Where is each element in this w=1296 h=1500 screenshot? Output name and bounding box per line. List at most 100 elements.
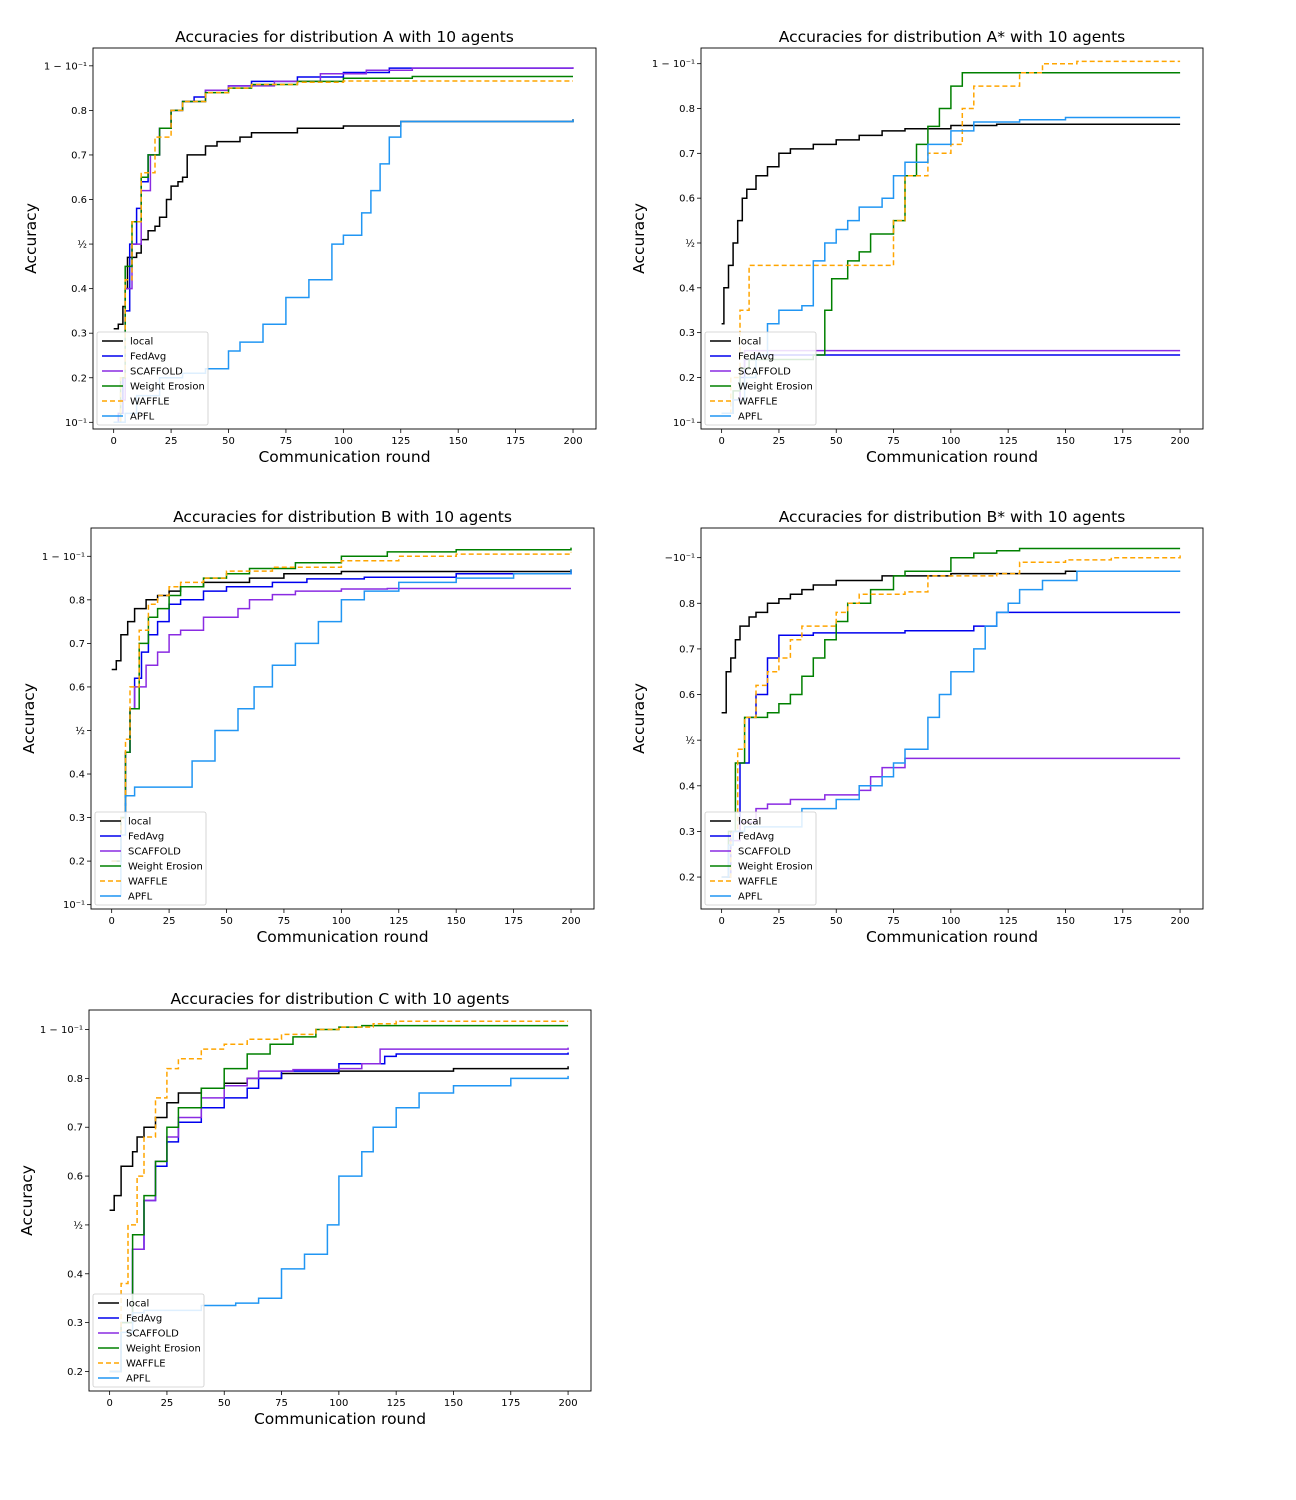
- x-tick-label: 200: [561, 916, 580, 927]
- legend-box: [704, 331, 817, 426]
- x-tick-label: 175: [1113, 916, 1132, 927]
- legend-label-local: local: [738, 337, 761, 348]
- x-tick-label: 25: [163, 916, 176, 927]
- y-tick-label: 1 − 10⁻¹: [42, 552, 85, 563]
- legend-label-weight-erosion: Weight Erosion: [738, 862, 813, 873]
- legend: local FedAvg SCAFFOLD Weight Erosion WAFFLE A…: [704, 811, 817, 906]
- chart-title: Accuracies for distribution B with 10 ag…: [173, 508, 512, 526]
- x-tick-label: 25: [773, 916, 786, 927]
- x-tick-label: 175: [506, 436, 525, 447]
- chart-title: Accuracies for distribution B* with 10 a…: [779, 508, 1126, 526]
- y-tick-label: ½: [77, 239, 87, 251]
- x-axis-label: Communication round: [258, 448, 430, 466]
- y-tick-label: 0.3: [69, 813, 85, 824]
- x-axis-label: Communication round: [256, 928, 428, 946]
- x-tick-label: 25: [165, 436, 178, 447]
- y-tick-label: ½: [685, 237, 695, 249]
- y-tick-label: 0.8: [679, 599, 695, 610]
- y-tick-label: 10⁻¹: [673, 418, 695, 429]
- y-tick-label: 0.4: [71, 284, 87, 295]
- series-line-weight-erosion: [113, 75, 573, 424]
- y-tick-label: −10⁻¹: [665, 553, 695, 564]
- y-tick-label: 0.2: [67, 1367, 83, 1378]
- y-tick-label: 0.4: [67, 1269, 83, 1280]
- x-tick-label: 0: [110, 436, 116, 447]
- x-tick-label: 200: [559, 1398, 578, 1409]
- y-tick-label: 0.7: [679, 149, 695, 160]
- legend-box: [92, 1293, 205, 1388]
- legend: local FedAvg SCAFFOLD Weight Erosion WAFFLE A…: [96, 331, 209, 426]
- x-tick-label: 0: [718, 436, 724, 447]
- y-tick-label: 0.8: [71, 106, 87, 117]
- legend: local FedAvg SCAFFOLD Weight Erosion WAFFLE A…: [94, 811, 207, 906]
- series-line-waffle: [109, 1020, 569, 1373]
- x-tick-label: 25: [773, 436, 786, 447]
- y-tick-label: 0.3: [71, 329, 87, 340]
- x-tick-label: 150: [1056, 916, 1075, 927]
- x-tick-label: 150: [449, 436, 468, 447]
- legend-label-waffle: WAFFLE: [738, 877, 778, 888]
- x-tick-label: 0: [718, 916, 724, 927]
- chart-distribution-b: Accuracies for distribution B with 10 ag…: [20, 508, 595, 946]
- x-tick-label: 75: [887, 436, 900, 447]
- x-axis-label: Communication round: [866, 928, 1038, 946]
- legend-label-fedavg: FedAvg: [738, 832, 774, 843]
- x-tick-label: 75: [278, 916, 291, 927]
- legend: local FedAvg SCAFFOLD Weight Erosion WAFFLE A…: [92, 1293, 205, 1388]
- y-tick-label: 0.7: [679, 644, 695, 655]
- legend-label-apfl: APFL: [738, 892, 763, 903]
- x-tick-label: 125: [999, 436, 1018, 447]
- y-axis-label: Accuracy: [22, 203, 40, 274]
- legend-label-waffle: WAFFLE: [126, 1359, 166, 1370]
- y-tick-label: 0.4: [679, 781, 695, 792]
- y-tick-label: 0.2: [69, 857, 85, 868]
- y-tick-label: 10⁻¹: [65, 418, 87, 429]
- x-tick-label: 100: [941, 916, 960, 927]
- legend-label-apfl: APFL: [738, 412, 763, 423]
- series-line-local: [721, 123, 1181, 325]
- x-tick-label: 50: [218, 1398, 231, 1409]
- y-axis-label: Accuracy: [630, 203, 648, 274]
- series-line-waffle: [721, 60, 1181, 415]
- y-tick-label: 10⁻¹: [63, 900, 85, 911]
- legend-label-local: local: [738, 817, 761, 828]
- x-tick-label: 100: [334, 436, 353, 447]
- x-tick-label: 150: [447, 916, 466, 927]
- legend-label-scaffold: SCAFFOLD: [738, 847, 791, 858]
- x-tick-label: 50: [830, 916, 843, 927]
- x-tick-label: 50: [830, 436, 843, 447]
- x-tick-label: 100: [329, 1398, 348, 1409]
- y-axis-label: Accuracy: [18, 1165, 36, 1236]
- legend-label-fedavg: FedAvg: [128, 832, 164, 843]
- chart-title: Accuracies for distribution A* with 10 a…: [779, 28, 1126, 46]
- series-line-scaffold: [109, 1047, 569, 1373]
- y-tick-label: 0.7: [69, 639, 85, 650]
- axes-frame: [700, 47, 1204, 430]
- chart-distribution-c: Accuracies for distribution C with 10 ag…: [18, 990, 592, 1428]
- y-tick-label: 1 − 10⁻¹: [652, 59, 695, 70]
- y-tick-label: 0.3: [679, 827, 695, 838]
- x-tick-label: 200: [1171, 436, 1190, 447]
- x-tick-label: 125: [391, 436, 410, 447]
- series-line-local: [113, 119, 574, 330]
- x-tick-label: 50: [222, 436, 235, 447]
- series-line-apfl: [111, 569, 572, 897]
- y-tick-label: 0.4: [679, 283, 695, 294]
- legend-label-scaffold: SCAFFOLD: [738, 367, 791, 378]
- y-tick-label: 0.8: [69, 595, 85, 606]
- x-tick-label: 125: [387, 1398, 406, 1409]
- series-line-local: [721, 570, 1181, 714]
- legend-label-local: local: [128, 817, 151, 828]
- axes-frame: [90, 527, 595, 910]
- x-tick-label: 125: [389, 916, 408, 927]
- legend-label-waffle: WAFFLE: [130, 397, 170, 408]
- legend-label-weight-erosion: Weight Erosion: [128, 862, 203, 873]
- y-tick-label: 0.6: [67, 1172, 83, 1183]
- legend-label-local: local: [126, 1299, 149, 1310]
- y-tick-label: 0.6: [679, 690, 695, 701]
- y-tick-label: 0.8: [679, 104, 695, 115]
- x-tick-label: 50: [220, 916, 233, 927]
- x-tick-label: 75: [275, 1398, 288, 1409]
- y-tick-label: ½: [685, 735, 695, 747]
